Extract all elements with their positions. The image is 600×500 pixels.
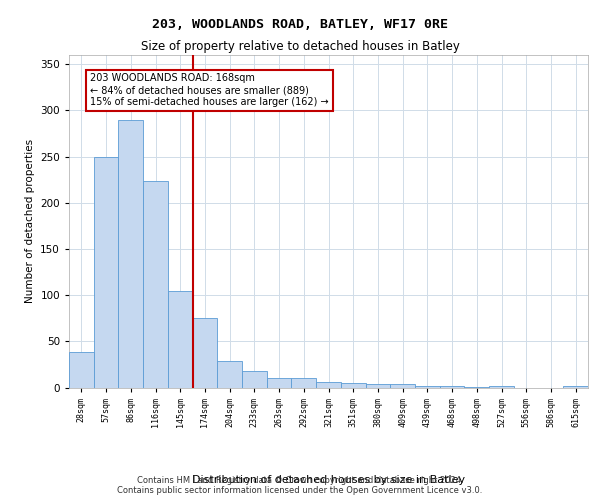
Bar [316,382,341,388]
Text: Size of property relative to detached houses in Batley: Size of property relative to detached ho… [140,40,460,53]
Text: 203 WOODLANDS ROAD: 168sqm
← 84% of detached houses are smaller (889)
15% of sem: 203 WOODLANDS ROAD: 168sqm ← 84% of deta… [90,74,329,106]
Bar [415,386,440,388]
Bar [390,384,415,388]
Text: Contains HM Land Registry data © Crown copyright and database right 2024.: Contains HM Land Registry data © Crown c… [137,476,463,485]
Bar [292,378,316,388]
Bar [365,384,390,388]
Bar [242,371,267,388]
Bar [168,292,193,388]
Bar [143,180,168,388]
Bar [563,386,588,388]
Bar [440,386,464,388]
Bar [193,318,217,388]
Bar [217,360,242,388]
Bar [489,386,514,388]
Bar [267,378,292,388]
Bar [69,352,94,388]
Bar [94,156,118,388]
Bar [341,383,365,388]
Y-axis label: Number of detached properties: Number of detached properties [25,139,35,304]
Bar [464,386,489,388]
X-axis label: Distribution of detached houses by size in Batley: Distribution of detached houses by size … [192,475,465,485]
Bar [118,120,143,388]
Text: 203, WOODLANDS ROAD, BATLEY, WF17 0RE: 203, WOODLANDS ROAD, BATLEY, WF17 0RE [152,18,448,30]
Text: Contains public sector information licensed under the Open Government Licence v3: Contains public sector information licen… [118,486,482,495]
